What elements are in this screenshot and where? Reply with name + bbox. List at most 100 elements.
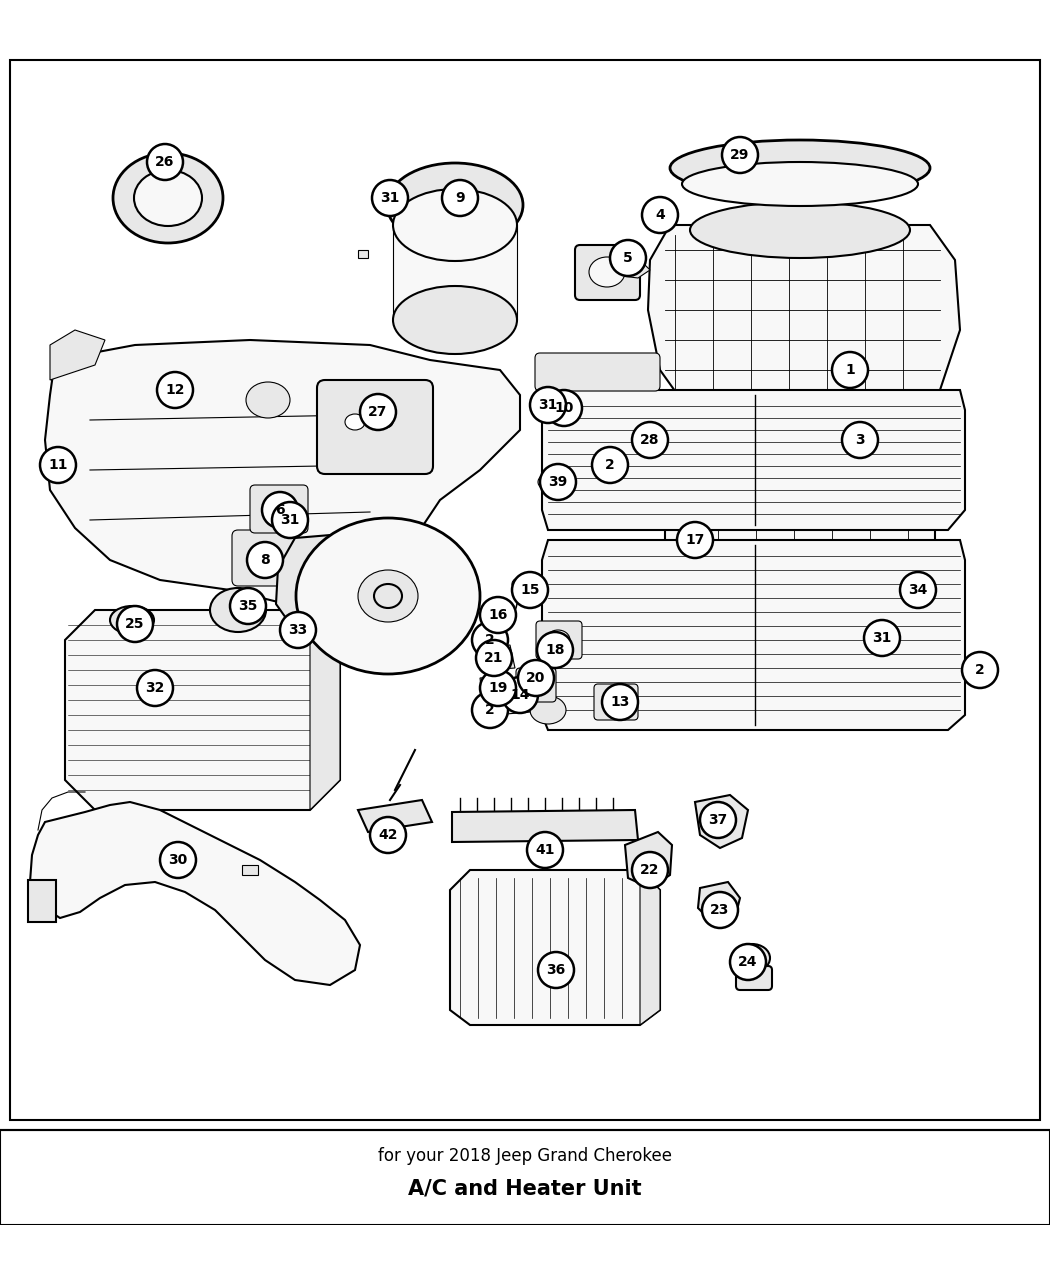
Bar [172,845,188,856]
Ellipse shape [387,163,523,247]
Ellipse shape [734,944,770,972]
Ellipse shape [682,162,918,207]
Text: A/C and Heater Unit: A/C and Heater Unit [408,1178,642,1198]
Polygon shape [30,802,360,986]
Bar [358,250,367,258]
Ellipse shape [296,518,480,674]
Circle shape [442,180,478,215]
Text: 31: 31 [380,191,400,205]
Text: 14: 14 [510,688,530,703]
Circle shape [247,542,284,578]
Text: 2: 2 [975,663,985,677]
Text: 9: 9 [456,191,465,205]
Text: 30: 30 [168,853,188,867]
Circle shape [722,136,758,173]
Text: 34: 34 [908,583,928,597]
Ellipse shape [345,414,365,430]
Ellipse shape [246,382,290,418]
Ellipse shape [374,584,402,608]
Circle shape [537,632,573,668]
Ellipse shape [538,474,558,490]
FancyBboxPatch shape [575,245,640,300]
Circle shape [40,448,76,483]
Polygon shape [640,870,660,1025]
Ellipse shape [483,705,497,715]
FancyBboxPatch shape [317,380,433,474]
Circle shape [632,852,668,887]
Text: 22: 22 [640,863,659,877]
Text: 6: 6 [275,504,285,516]
Text: 27: 27 [369,405,387,419]
Text: 12: 12 [165,382,185,397]
Circle shape [702,892,738,928]
Circle shape [158,372,193,408]
Ellipse shape [393,286,517,354]
Circle shape [262,492,298,528]
Circle shape [864,620,900,657]
Circle shape [502,677,538,713]
Circle shape [546,390,582,426]
Text: 36: 36 [546,963,566,977]
Text: 17: 17 [686,533,705,547]
Text: 8: 8 [260,553,270,567]
Circle shape [518,660,554,696]
Bar [0,1130,1050,1225]
Circle shape [530,388,566,423]
Text: 25: 25 [125,617,145,631]
FancyBboxPatch shape [250,484,308,533]
Polygon shape [490,606,514,622]
Ellipse shape [603,460,617,470]
Ellipse shape [973,666,987,674]
Text: 13: 13 [610,695,630,709]
Text: 2: 2 [485,703,495,717]
Circle shape [512,572,548,608]
Ellipse shape [589,258,625,287]
Ellipse shape [377,416,393,428]
Ellipse shape [483,635,497,645]
Polygon shape [310,609,340,810]
Circle shape [842,422,878,458]
Text: 18: 18 [545,643,565,657]
Circle shape [632,422,668,458]
Text: 3: 3 [855,434,865,448]
Text: 23: 23 [710,903,730,917]
Ellipse shape [113,153,223,244]
Polygon shape [505,695,530,714]
Ellipse shape [134,170,202,226]
Text: 2: 2 [605,458,615,472]
FancyBboxPatch shape [536,621,582,659]
Polygon shape [65,609,340,810]
Polygon shape [480,645,514,669]
Polygon shape [695,796,748,848]
Circle shape [372,180,408,215]
Text: 41: 41 [536,843,554,857]
Bar [28,880,56,922]
Ellipse shape [530,696,566,724]
Text: 11: 11 [48,458,68,472]
Circle shape [280,612,316,648]
FancyBboxPatch shape [665,414,934,565]
Text: 1: 1 [845,363,855,377]
Polygon shape [620,260,650,278]
FancyBboxPatch shape [736,966,772,989]
Polygon shape [542,541,965,731]
Circle shape [540,464,576,500]
Text: 39: 39 [548,476,568,490]
Text: 21: 21 [484,652,504,666]
Circle shape [472,692,508,728]
Circle shape [538,952,574,988]
Circle shape [730,944,766,980]
Text: 31: 31 [280,513,299,527]
Text: 31: 31 [873,631,891,645]
Polygon shape [358,799,432,833]
Polygon shape [45,340,520,609]
Circle shape [160,842,196,878]
Polygon shape [276,530,455,660]
Text: 24: 24 [738,955,758,969]
Text: 26: 26 [155,156,174,170]
Ellipse shape [110,606,154,634]
Text: 10: 10 [554,402,573,414]
Circle shape [360,394,396,430]
Circle shape [480,597,516,632]
Text: 19: 19 [488,681,508,695]
